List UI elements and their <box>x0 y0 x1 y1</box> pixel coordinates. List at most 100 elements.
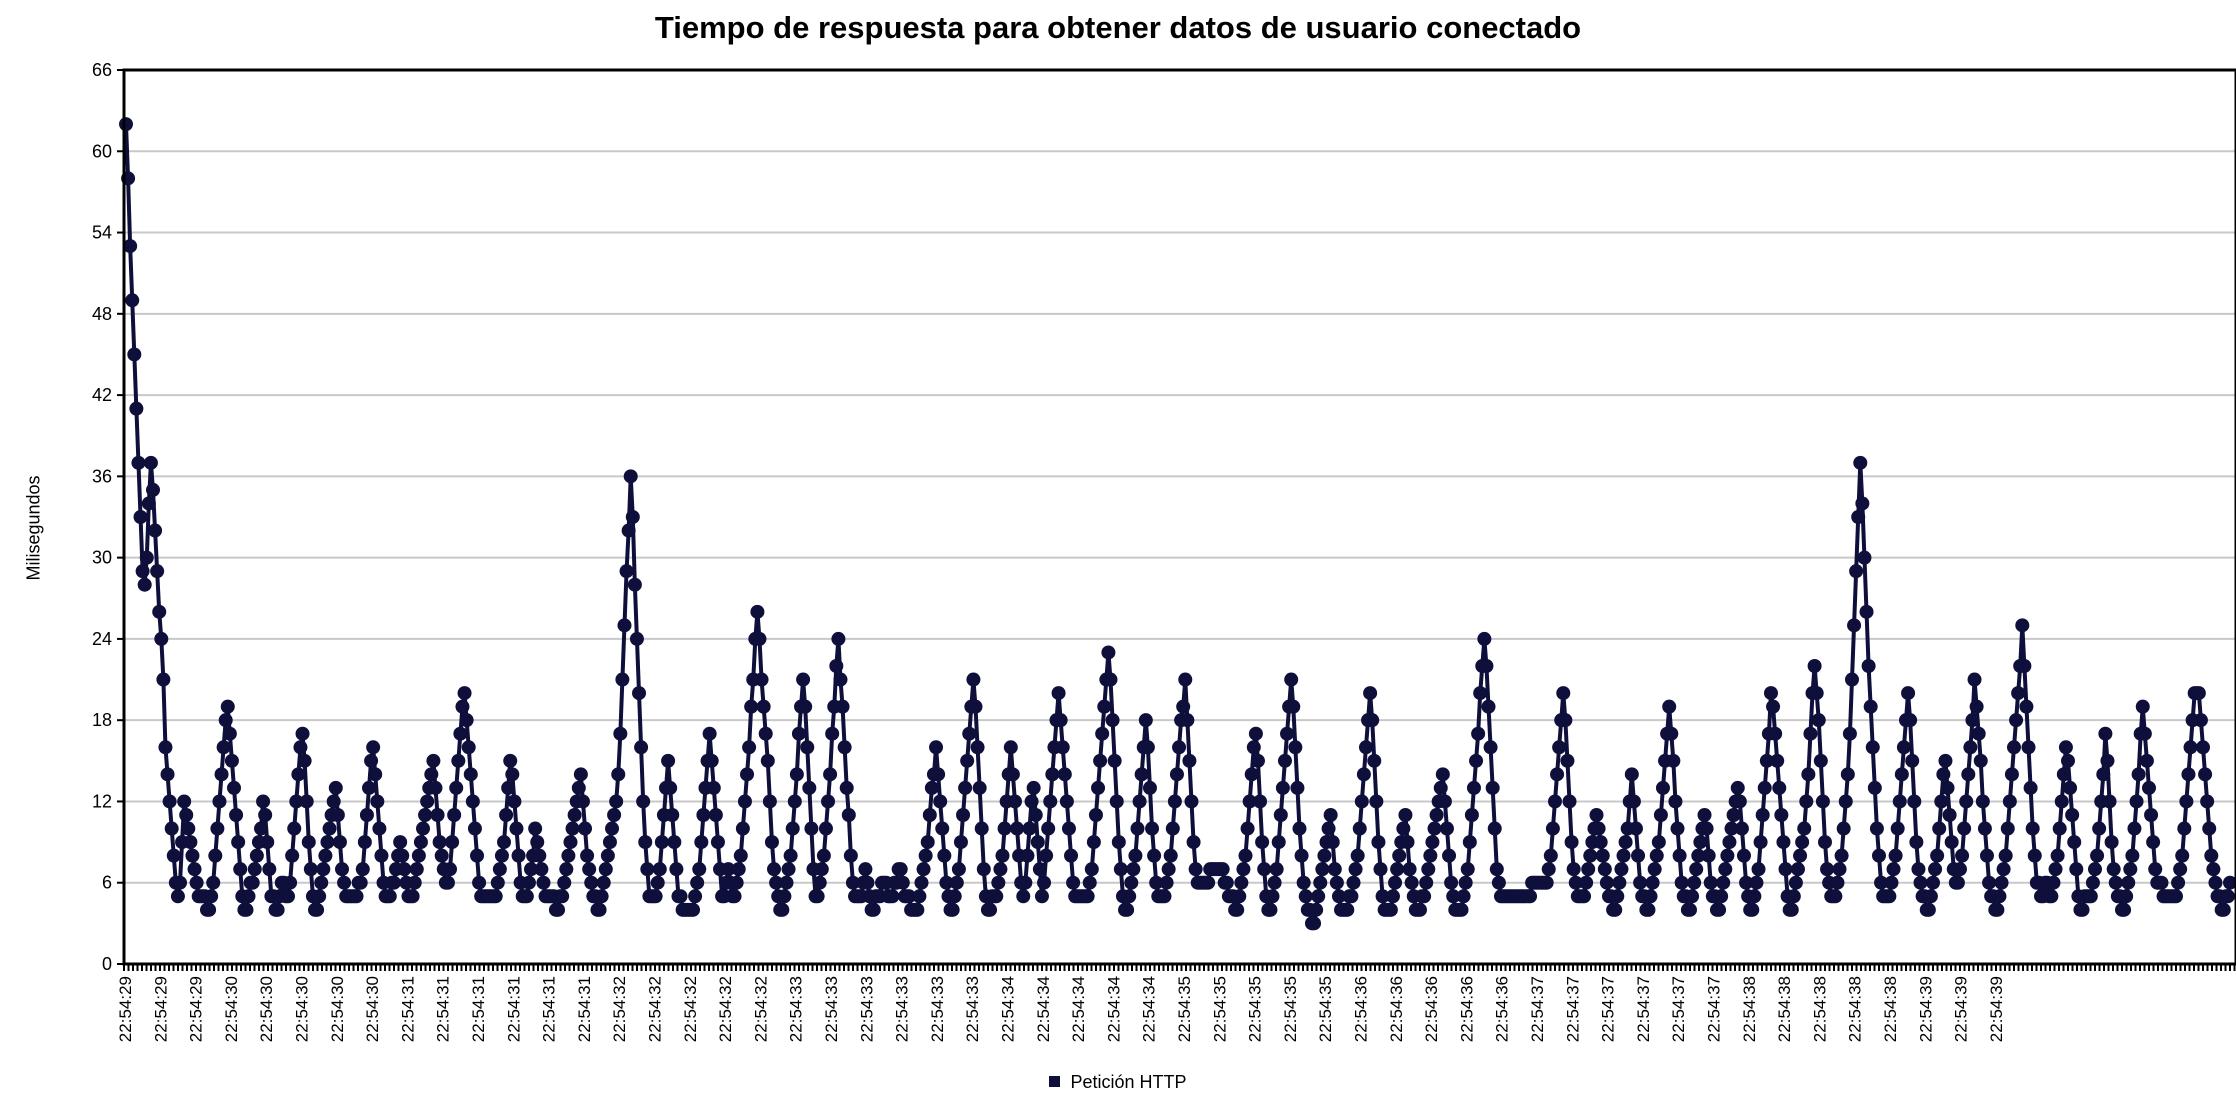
data-point <box>661 753 676 768</box>
x-tick-label: 22:54:33 <box>893 976 912 1042</box>
data-point <box>1670 821 1685 836</box>
data-point <box>270 902 285 917</box>
data-point <box>2027 848 2042 863</box>
data-point <box>1963 740 1978 755</box>
data-point <box>181 821 196 836</box>
data-point <box>170 889 185 904</box>
data-point <box>1184 794 1199 809</box>
data-point <box>958 780 973 795</box>
data-point <box>2135 699 2150 714</box>
data-point <box>1940 780 1955 795</box>
data-point <box>972 780 987 795</box>
data-point <box>335 862 350 877</box>
data-point <box>895 875 910 890</box>
data-point <box>1626 794 1641 809</box>
data-point <box>966 672 981 687</box>
data-point <box>1865 740 1880 755</box>
data-point <box>1766 699 1781 714</box>
data-point <box>133 510 148 524</box>
x-tick-label: 22:54:33 <box>928 976 947 1042</box>
data-point <box>2181 767 2196 782</box>
data-point <box>893 862 908 877</box>
data-point <box>1697 808 1712 822</box>
data-point <box>289 794 304 809</box>
data-point <box>131 455 146 470</box>
data-point <box>1325 835 1340 850</box>
data-point <box>924 780 939 795</box>
y-tick-label: 24 <box>92 629 112 649</box>
data-point <box>295 726 310 741</box>
data-point <box>1801 767 1816 782</box>
data-point <box>796 672 811 687</box>
data-point <box>1967 672 1982 687</box>
data-point <box>829 659 844 673</box>
data-point <box>1778 862 1793 877</box>
data-point <box>821 794 836 809</box>
data-point <box>135 564 150 579</box>
data-point <box>740 767 755 782</box>
data-point <box>185 848 200 863</box>
data-point <box>2000 821 2015 836</box>
data-point <box>1088 808 1103 822</box>
data-point <box>1464 808 1479 822</box>
data-point <box>1664 726 1679 741</box>
data-point <box>1562 794 1577 809</box>
data-point <box>455 699 470 714</box>
data-point <box>775 902 790 917</box>
data-point <box>214 767 229 782</box>
data-point <box>1803 726 1818 741</box>
data-point <box>314 875 329 890</box>
data-point <box>688 889 703 904</box>
legend: Petición HTTP <box>0 1072 2236 1093</box>
data-point <box>293 740 308 755</box>
data-point <box>2137 726 2152 741</box>
data-point <box>519 889 534 904</box>
data-point <box>1653 808 1668 822</box>
data-point <box>2223 875 2236 890</box>
data-point <box>2177 821 2192 836</box>
data-point <box>559 862 574 877</box>
data-point <box>2090 848 2105 863</box>
data-point <box>428 780 443 795</box>
data-point <box>949 875 964 890</box>
data-point <box>208 848 223 863</box>
data-point <box>1323 808 1338 822</box>
data-point <box>650 875 665 890</box>
x-tick-label: 22:54:36 <box>1352 976 1371 1042</box>
data-point <box>1142 780 1157 795</box>
x-tick-label: 22:54:33 <box>787 976 806 1042</box>
data-point <box>2102 794 2117 809</box>
data-point <box>1892 794 1907 809</box>
data-point <box>224 753 239 768</box>
data-point <box>706 780 721 795</box>
data-point <box>1064 848 1079 863</box>
data-point <box>536 875 551 890</box>
data-point <box>2009 713 2024 728</box>
data-point <box>501 780 516 795</box>
data-point <box>1396 821 1411 836</box>
data-point <box>1543 848 1558 863</box>
x-tick-label: 22:54:32 <box>716 976 735 1042</box>
x-tick-label: 22:54:38 <box>1810 976 1829 1042</box>
data-point <box>1346 875 1361 890</box>
data-point <box>1757 780 1772 795</box>
data-point <box>735 821 750 836</box>
data-point <box>567 808 582 822</box>
data-point <box>818 821 833 836</box>
data-point <box>1666 753 1681 768</box>
data-point <box>1030 835 1045 850</box>
data-point <box>605 821 620 836</box>
data-point <box>494 848 509 863</box>
data-point <box>357 835 372 850</box>
data-point <box>1768 726 1783 741</box>
data-point <box>1564 835 1579 850</box>
data-point <box>119 117 133 132</box>
data-point <box>2191 686 2206 701</box>
data-point <box>1884 875 1899 890</box>
x-tick-label: 22:54:29 <box>187 976 206 1042</box>
data-point <box>1296 875 1311 890</box>
data-point <box>995 848 1010 863</box>
data-point <box>1770 753 1785 768</box>
data-point <box>2100 753 2115 768</box>
x-tick-label: 22:54:38 <box>1881 976 1900 1042</box>
